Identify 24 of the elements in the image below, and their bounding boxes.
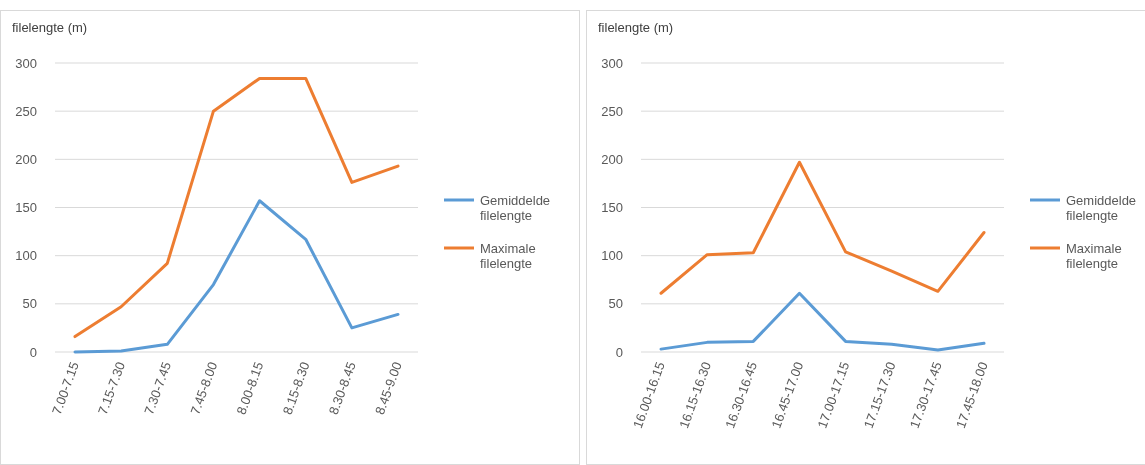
legend-label: Maximale filelengte [480, 240, 536, 272]
y-tick-label: 250 [15, 103, 37, 119]
y-tick-label: 250 [601, 103, 623, 119]
y-axis-title: filelengte (m) [12, 20, 88, 35]
y-axis-title: filelengte (m) [598, 20, 674, 35]
y-tick-label: 100 [601, 248, 623, 264]
line-series [659, 160, 986, 295]
legend-label: Gemiddelde filelengte [1066, 192, 1137, 224]
y-tick-label: 50 [22, 296, 37, 312]
y-tick-label: 150 [15, 200, 37, 216]
legend-label: Gemiddelde filelengte [480, 192, 551, 224]
y-tick-label: 300 [601, 55, 623, 71]
y-tick-label: 150 [601, 200, 623, 216]
y-tick-label: 50 [608, 296, 623, 312]
y-tick-label: 200 [15, 151, 37, 167]
line-series [659, 291, 986, 352]
line-series [73, 199, 400, 354]
y-tick-label: 200 [601, 151, 623, 167]
y-tick-label: 0 [29, 344, 37, 360]
y-tick-label: 0 [615, 344, 623, 360]
legend-label: Maximale filelengte [1066, 240, 1122, 272]
y-tick-label: 300 [15, 55, 37, 71]
line-series [73, 76, 400, 339]
y-tick-label: 100 [15, 248, 37, 264]
